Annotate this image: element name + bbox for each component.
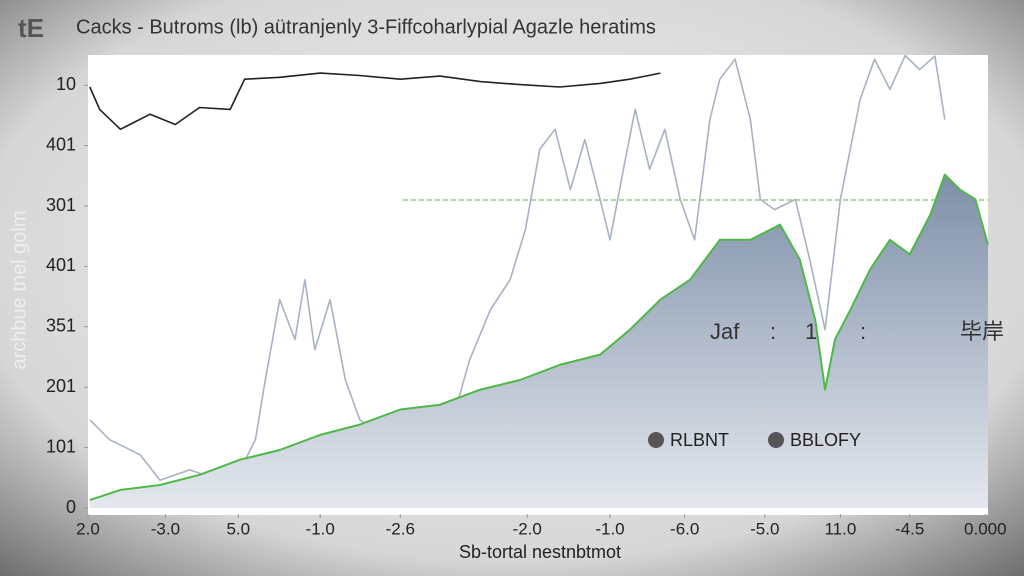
legend-marker bbox=[768, 432, 784, 448]
svg-text:tE: tE bbox=[18, 13, 44, 43]
x-tick-label: -1.0 bbox=[595, 519, 624, 538]
y-tick-label: 401 bbox=[46, 134, 76, 154]
line bbox=[89, 54, 946, 481]
legend-label: BBLOFY bbox=[790, 430, 861, 450]
x-tick-label: -2.6 bbox=[386, 519, 415, 538]
annotation: : bbox=[770, 319, 776, 344]
x-tick-label: -4.5 bbox=[895, 519, 924, 538]
area bbox=[89, 174, 989, 508]
x-tick-label: -2.0 bbox=[513, 519, 542, 538]
y-tick-label: 101 bbox=[46, 436, 76, 456]
chart-title: Cacks - Butroms (lb) aütranjenly 3-Fiffc… bbox=[76, 16, 656, 38]
x-tick-label: -5.0 bbox=[750, 519, 779, 538]
x-tick-label: 5.0 bbox=[226, 519, 250, 538]
legend-marker bbox=[648, 432, 664, 448]
x-tick-label: -1.0 bbox=[306, 519, 335, 538]
x-tick-label: 2.0 bbox=[76, 519, 100, 538]
y-tick-label: 10 bbox=[56, 74, 76, 94]
y-tick-label: 301 bbox=[46, 195, 76, 215]
logo: tE bbox=[18, 13, 44, 43]
y-tick-label: 401 bbox=[46, 255, 76, 275]
annotation: Jaf bbox=[710, 319, 740, 344]
x-axis-label: Sb-tortal nestnbtmot bbox=[459, 542, 621, 562]
line bbox=[89, 72, 661, 131]
x-tick-label: -3.0 bbox=[151, 519, 180, 538]
x-tick-label: 0.000 bbox=[964, 519, 1007, 538]
line bbox=[89, 173, 989, 502]
annotation: : bbox=[860, 319, 866, 344]
y-tick-label: 351 bbox=[46, 316, 76, 336]
y-tick-label: 201 bbox=[46, 376, 76, 396]
y-tick-label: 0 bbox=[66, 497, 76, 517]
annotation: 1 bbox=[805, 319, 817, 344]
x-tick-label: -6.0 bbox=[670, 519, 699, 538]
legend-label: RLBNT bbox=[670, 430, 729, 450]
y-axis-label: archbue tnel golm bbox=[8, 211, 30, 370]
x-tick-label: 11.0 bbox=[824, 519, 856, 538]
annotation: 毕岸 bbox=[960, 319, 1004, 344]
